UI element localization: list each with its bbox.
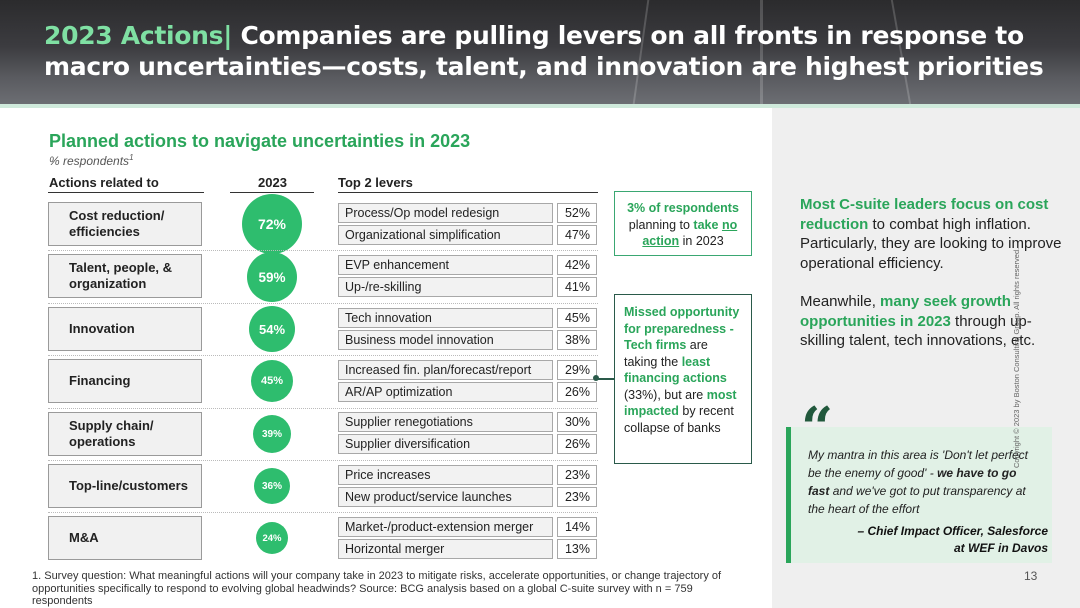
lever-label: Price increases: [338, 465, 553, 485]
value-circle: 54%: [249, 306, 295, 352]
insight-growth: Meanwhile, many seek growth opportunitie…: [800, 293, 1036, 349]
row-divider: [48, 355, 598, 356]
row-divider: [48, 303, 598, 304]
callout-connector: [597, 378, 615, 380]
respondents-label: % respondents1: [49, 153, 134, 168]
lever-label: Supplier renegotiations: [338, 412, 553, 432]
category-innovation: Innovation: [48, 307, 202, 351]
lever-label: AR/AP optimization: [338, 382, 553, 402]
category-top-line: Top-line/customers: [48, 464, 202, 508]
lever-percent: 26%: [557, 434, 597, 454]
lever-label: Horizontal merger: [338, 539, 553, 559]
lever-label: Organizational simplification: [338, 225, 553, 245]
lever-percent: 23%: [557, 465, 597, 485]
lever-label: Increased fin. plan/forecast/report: [338, 360, 553, 380]
callout-missed-opportunity: Missed opportunity for preparedness - Te…: [614, 294, 752, 464]
value-circle: 36%: [254, 468, 290, 504]
lever-percent: 47%: [557, 225, 597, 245]
quote-attribution: – Chief Impact Officer, Salesforce at WEF…: [857, 524, 1048, 555]
category-ma: M&A: [48, 516, 202, 560]
lever-label: Process/Op model redesign: [338, 203, 553, 223]
header-rule: [230, 192, 314, 193]
category-talent: Talent, people, & organization: [48, 254, 202, 298]
header-accent-line: [0, 104, 1080, 108]
lever-label: New product/service launches: [338, 487, 553, 507]
insight-cost-reduction: Most C-suite leaders focus on cost reduc…: [800, 196, 1062, 272]
col-header-year: 2023: [258, 175, 287, 190]
row-divider: [48, 408, 598, 409]
footnote: 1. Survey question: What meaningful acti…: [32, 570, 722, 607]
bridge-tower-decoration: [760, 0, 763, 104]
value-circle: 39%: [253, 415, 291, 453]
row-divider: [48, 512, 598, 513]
header-rule: [48, 192, 204, 193]
value-circle: 24%: [256, 522, 288, 554]
category-supply-chain: Supply chain/ operations: [48, 412, 202, 456]
lever-percent: 38%: [557, 330, 597, 350]
header-banner: [0, 0, 1080, 104]
lever-label: EVP enhancement: [338, 255, 553, 275]
lever-label: Market-/product-extension merger: [338, 517, 553, 537]
lever-percent: 45%: [557, 308, 597, 328]
quote-box: [786, 427, 1052, 563]
row-divider: [48, 250, 598, 251]
lever-percent: 23%: [557, 487, 597, 507]
lever-percent: 14%: [557, 517, 597, 537]
lever-percent: 26%: [557, 382, 597, 402]
category-cost-reduction: Cost reduction/ efficiencies: [48, 202, 202, 246]
header-rule: [338, 192, 598, 193]
page-title: 2023 Actions| Companies are pulling leve…: [44, 20, 1044, 82]
lever-percent: 29%: [557, 360, 597, 380]
chart-subtitle: Planned actions to navigate uncertaintie…: [49, 131, 471, 151]
callout-connector-dot: [593, 375, 599, 381]
lever-label: Supplier diversification: [338, 434, 553, 454]
lever-label: Business model innovation: [338, 330, 553, 350]
lever-percent: 13%: [557, 539, 597, 559]
quote-mark-icon: “: [801, 395, 834, 461]
value-circle: 59%: [247, 252, 297, 302]
lever-label: Tech innovation: [338, 308, 553, 328]
lever-label: Up-/re-skilling: [338, 277, 553, 297]
lever-percent: 52%: [557, 203, 597, 223]
col-header-actions: Actions related to: [49, 175, 159, 190]
lever-percent: 41%: [557, 277, 597, 297]
copyright-notice: Copyright © 2023 by Boston Consulting Gr…: [1012, 247, 1021, 468]
lever-percent: 30%: [557, 412, 597, 432]
title-line-2: macro uncertainties—costs, talent, and i…: [44, 52, 1044, 81]
quote-text: My mantra in this area is 'Don't let per…: [808, 448, 1029, 516]
callout-no-action: 3% of respondents planning to take no ac…: [614, 191, 752, 256]
value-circle: 72%: [242, 194, 302, 254]
category-financing: Financing: [48, 359, 202, 403]
title-accent: 2023 Actions|: [44, 21, 233, 50]
value-circle: 45%: [251, 360, 293, 402]
row-divider: [48, 460, 598, 461]
lever-percent: 42%: [557, 255, 597, 275]
title-line-1: Companies are pulling levers on all fron…: [240, 21, 1024, 50]
col-header-levers: Top 2 levers: [338, 175, 413, 190]
page-number: 13: [1024, 569, 1038, 583]
